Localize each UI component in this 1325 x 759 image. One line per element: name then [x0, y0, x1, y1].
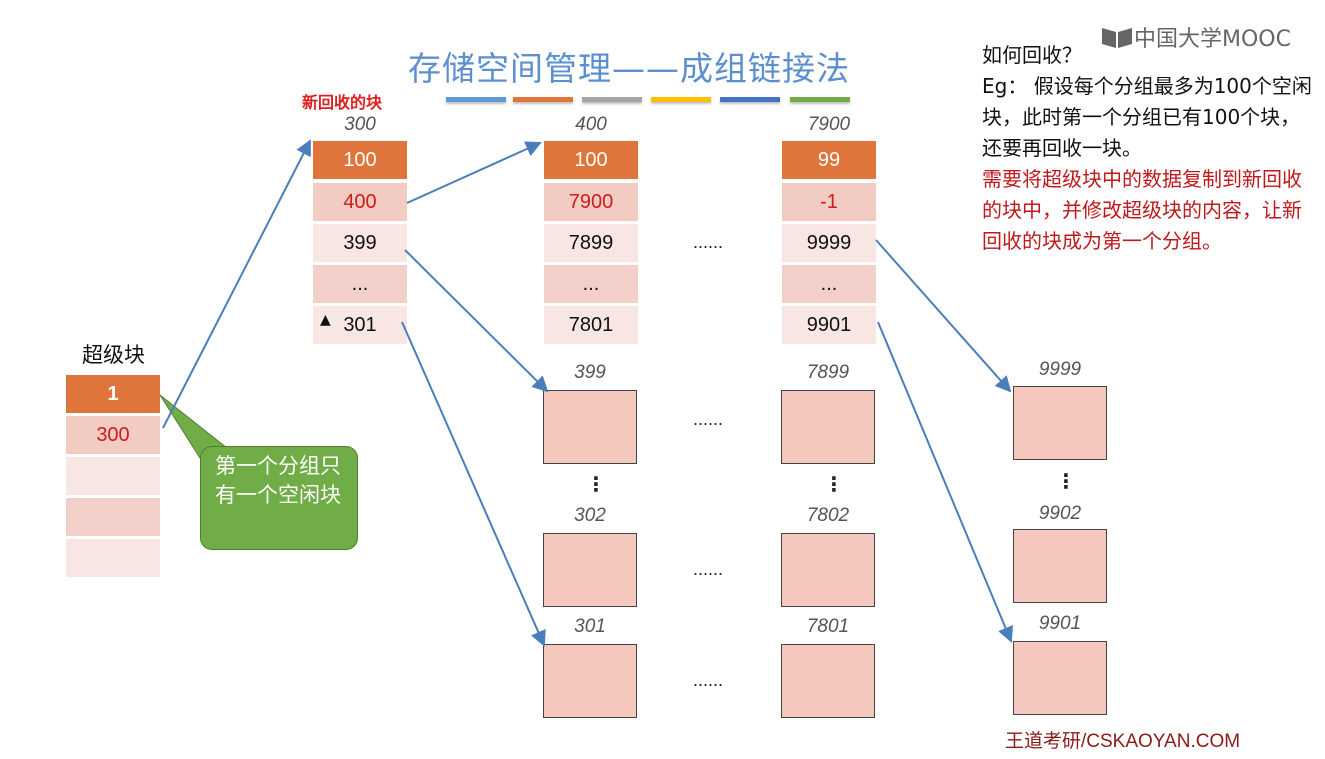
disk-block — [1013, 641, 1107, 715]
block-label: 302 — [574, 505, 606, 526]
superblock-label: 超级块 — [82, 343, 145, 367]
block-label: 7801 — [806, 616, 850, 637]
block-label: 9902 — [1038, 503, 1082, 524]
group-cell: 9999 — [782, 224, 876, 262]
group-cell: ... — [782, 265, 876, 303]
ellipsis: ...... — [693, 559, 724, 579]
accent-bar — [720, 97, 780, 102]
block-label: 301 — [574, 616, 606, 637]
group-cell: 99 — [782, 141, 876, 179]
accent-bar — [651, 97, 711, 102]
disk-block — [543, 644, 637, 718]
group-cell: 7900 — [544, 183, 638, 221]
disk-block — [1013, 386, 1107, 460]
group-label: 7900 — [807, 114, 851, 135]
superblock-cell: 1 — [66, 375, 160, 413]
block-label: 9901 — [1038, 613, 1082, 634]
accent-bar — [582, 97, 642, 102]
page-title: 存储空间管理——成组链接法 — [408, 49, 850, 88]
arrow — [162, 139, 311, 429]
disk-block — [781, 390, 875, 464]
group-cell: 301 — [313, 306, 407, 344]
block-label: 399 — [574, 362, 606, 383]
footer-watermark: 王道考研/CSKAOYAN.COM — [1005, 731, 1241, 752]
group-cell: 400 — [313, 183, 407, 221]
group-cell: 399 — [313, 224, 407, 262]
solution-text: 需要将超级块中的数据复制到新回收的块中，并修改超级块的内容，让新回收的块成为第一… — [982, 167, 1302, 253]
block-label: 7899 — [806, 362, 850, 383]
accent-bar — [446, 97, 506, 102]
callout: 第一个分组只有一个空闲块 — [200, 446, 358, 550]
superblock-cell — [66, 457, 160, 495]
group-cell: 100 — [544, 141, 638, 179]
accent-bar — [790, 97, 850, 102]
arrow — [401, 321, 546, 647]
ellipsis: ...... — [693, 409, 724, 429]
group-cell: 7801 — [544, 306, 638, 344]
disk-block — [543, 390, 637, 464]
group-cell: 7899 — [544, 224, 638, 262]
vertical-ellipsis: ⋮ — [1056, 469, 1076, 493]
mooc-logo: 中国大学MOOC — [1100, 22, 1291, 52]
disk-block — [1013, 529, 1107, 603]
disk-block — [781, 644, 875, 718]
vertical-ellipsis: ⋮ — [824, 472, 844, 496]
new-block-label: 新回收的块 — [302, 93, 383, 112]
disk-block — [781, 533, 875, 607]
group-cell: -1 — [782, 183, 876, 221]
group-cell: ... — [313, 265, 407, 303]
arrow — [875, 239, 1012, 393]
arrow — [877, 321, 1013, 643]
group-cell: ... — [544, 265, 638, 303]
superblock-cell: 300 — [66, 416, 160, 454]
explanation-text: 如何回收？ Eg： 假设每个分组最多为100个空闲块，此时第一个分组已有100个… — [982, 40, 1317, 257]
vertical-ellipsis: ⋮ — [586, 472, 606, 496]
ellipsis: ...... — [693, 232, 724, 252]
arrow — [404, 249, 549, 393]
block-label: 7802 — [806, 505, 850, 526]
superblock-cell — [66, 539, 160, 577]
block-label: 9999 — [1038, 359, 1082, 380]
disk-block — [543, 533, 637, 607]
example-text: Eg： 假设每个分组最多为100个空闲块，此时第一个分组已有100个块，还要再回… — [982, 74, 1312, 160]
ellipsis: ...... — [693, 670, 724, 690]
question: 如何回收？ — [982, 43, 1082, 67]
group-label: 400 — [575, 114, 607, 135]
superblock-cell — [66, 498, 160, 536]
group-cell: 9901 — [782, 306, 876, 344]
group-label: 300 — [344, 114, 376, 135]
book-icon — [1102, 28, 1132, 48]
accent-bar — [513, 97, 573, 102]
mouse-cursor-icon: ▲ — [320, 312, 331, 328]
group-cell: 100 — [313, 141, 407, 179]
arrow — [406, 141, 542, 204]
logo-text: 中国大学MOOC — [1134, 27, 1291, 52]
